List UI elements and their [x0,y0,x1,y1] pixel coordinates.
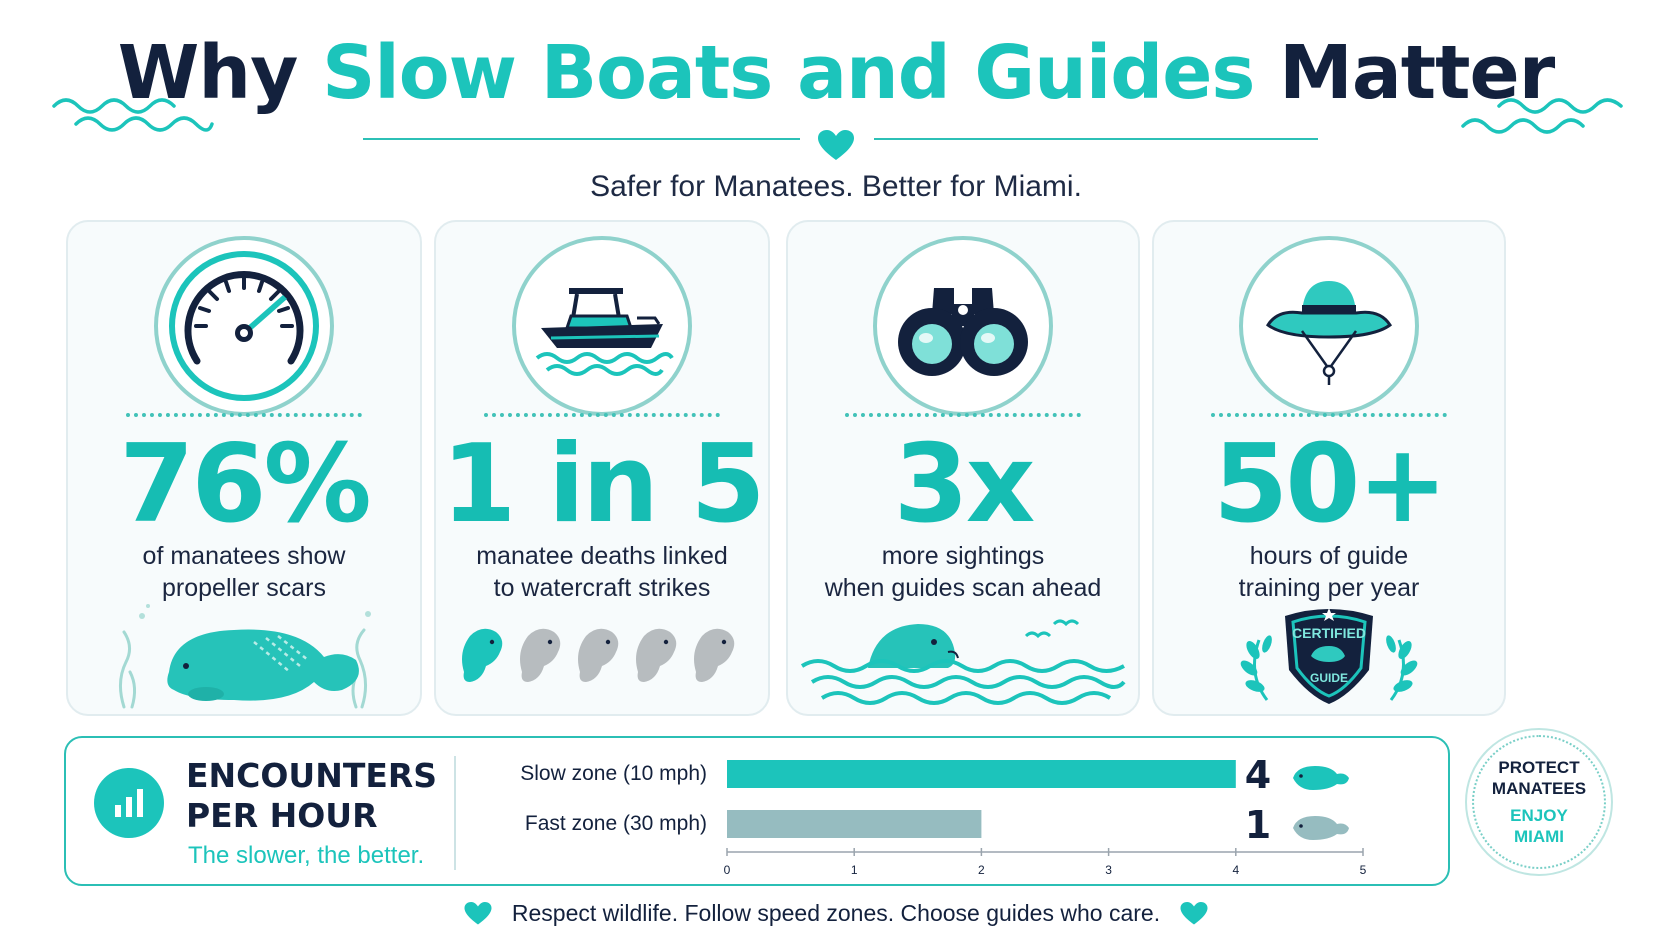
desc-line-1: more sightings [881,542,1045,570]
stat-value: 50+ [1213,422,1448,547]
encounters-title-line-1: ENCOUNTERS [186,756,438,795]
waves-right-icon [1461,98,1623,134]
title-accent: Slow Boats and Guides [322,30,1255,116]
title-divider-right [874,138,1318,140]
badge-line-3: ENJOY [1510,806,1568,825]
bar-chart-icon [94,768,164,838]
encounters-bar-chart: Slow zone (10 mph) 4 Fast zone (30 mph) 1 0 1… [520,753,1367,877]
shield-top-text: CERTIFIED [1292,625,1366,641]
desc-line-1: manatee deaths linked [476,542,728,570]
desc-line-2: when guides scan ahead [824,574,1102,602]
desc-line-1: of manatees show [142,542,346,570]
stat-card-propeller-scars: 76% of manatees show propeller scars [66,220,422,716]
stat-card-sightings: 3x more sightings when guides scan ahead [786,220,1140,716]
heart-icon [818,130,854,160]
badge-line-2: MANATEES [1491,779,1587,798]
speedometer-icon [154,236,334,416]
x-tick-label: 5 [1360,863,1367,877]
dotted-divider [845,413,1081,417]
scarred-manatee-icon [68,602,420,712]
x-tick-label: 0 [724,863,731,877]
heart-icon [1180,901,1208,924]
bar-category-label: Slow zone (10 mph) [520,762,707,785]
stat-description: hours of guide training per year [1154,540,1504,604]
x-tick-label: 4 [1232,863,1239,877]
title-part-1: Why [117,30,323,116]
footer: Respect wildlife. Follow speed zones. Ch… [0,900,1672,927]
stat-card-guide-training: 50+ hours of guide training per year CER… [1152,220,1506,716]
encounters-title-line-2: PER HOUR [186,796,378,835]
page-title: Why Slow Boats and Guides Matter [0,30,1672,116]
stat-value: 3x [893,422,1036,547]
protect-manatees-badge: PROTECT MANATEES ENJOY MIAMI [1465,728,1613,876]
footer-text: Respect wildlife. Follow speed zones. Ch… [511,900,1161,926]
x-tick-label: 2 [978,863,985,877]
stat-description: of manatees show propeller scars [68,540,420,604]
badge-line-4: MIAMI [1513,827,1565,846]
manatee-icon-gray [694,628,735,682]
badge-line-1: PROTECT [1498,758,1580,777]
stat-card-watercraft-strikes: 1 in 5 manatee deaths linked to watercra… [434,220,770,716]
dotted-divider [484,413,720,417]
manatee-icon-gray [578,628,619,682]
encounters-panel: ENCOUNTERS PER HOUR The slower, the bett… [64,736,1450,886]
manatee-ratio-icons [436,622,768,692]
manatee-waves-icon [788,608,1138,708]
manatee-icon-highlighted [462,628,503,682]
bar-value-label: 1 [1245,803,1271,847]
stat-value: 1 in 5 [441,422,765,547]
subtitle: Safer for Manatees. Better for Miami. [590,170,1082,203]
bar [727,760,1236,788]
binoculars-icon [873,236,1053,416]
title-divider-left [363,138,800,140]
bar-value-label: 4 [1245,753,1271,797]
stat-value: 76% [119,422,372,547]
stat-description: more sightings when guides scan ahead [788,540,1138,604]
manatee-icon-gray [520,628,561,682]
bar-category-label: Fast zone (30 mph) [525,812,707,835]
encounters-title: ENCOUNTERS PER HOUR [186,756,437,836]
dotted-divider [126,413,362,417]
badge-inner: PROTECT MANATEES ENJOY MIAMI [1472,735,1606,869]
panel-separator [454,756,456,870]
heart-icon [464,901,492,924]
desc-line-2: training per year [1238,574,1420,602]
shield-bottom-text: GUIDE [1310,671,1348,685]
waves-left-icon [52,98,214,132]
dotted-divider [1211,413,1447,417]
desc-line-2: to watercraft strikes [493,574,711,602]
desc-line-1: hours of guide [1249,542,1409,570]
certified-guide-shield: CERTIFIED GUIDE [1154,604,1504,708]
encounters-subtitle: The slower, the better. [188,842,425,869]
bar [727,810,982,838]
manatee-icon [1293,766,1349,790]
x-tick-label: 3 [1105,863,1112,877]
desc-line-2: propeller scars [162,574,326,602]
manatee-icon [1293,816,1349,840]
x-tick-label: 1 [851,863,858,877]
guide-hat-icon [1239,236,1419,416]
boat-icon [512,236,692,416]
manatee-icon-gray [636,628,677,682]
stat-description: manatee deaths linked to watercraft stri… [436,540,768,604]
